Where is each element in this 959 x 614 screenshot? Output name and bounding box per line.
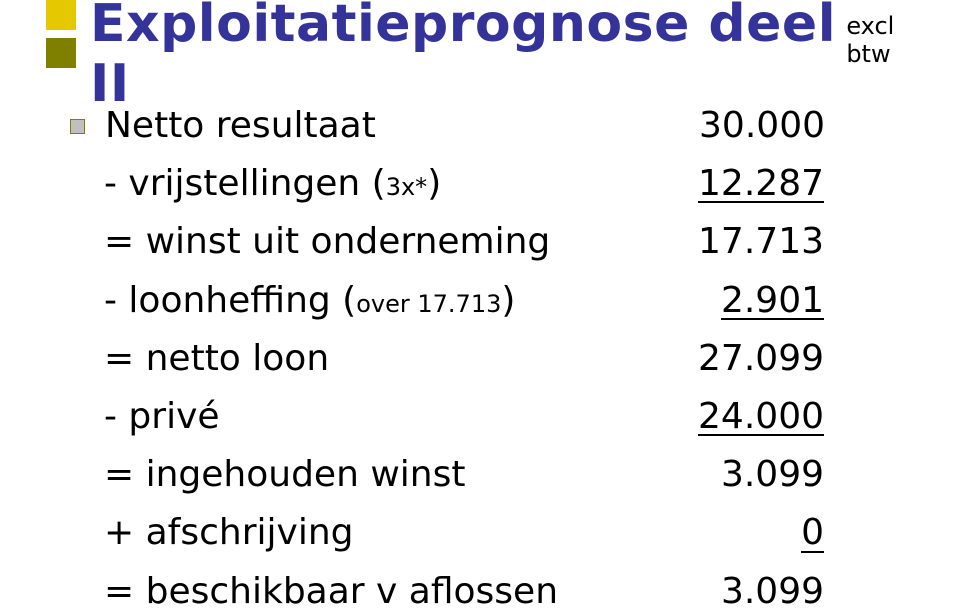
line-label: - privé: [104, 391, 220, 443]
square-bullet-icon: [70, 119, 85, 134]
accent-square-bottom: [46, 38, 76, 68]
slide-body: Netto resultaat30.000- vrijstellingen (3…: [70, 100, 899, 614]
value-text: 30.000: [699, 105, 825, 146]
list-row: = beschikbaar v aflossen 3.099: [70, 566, 899, 614]
line-label: = winst uit onderneming: [104, 216, 550, 268]
line-label: - loonheffing (over 17.713): [104, 275, 515, 327]
label-small: 3x*: [386, 173, 427, 201]
line: Netto resultaat 30.000: [105, 100, 825, 152]
label-pre: = ingehouden winst: [104, 454, 465, 495]
label-pre: - privé: [104, 396, 220, 437]
line: = winst uit onderneming 17.713: [104, 216, 824, 268]
value-text: 2.901: [721, 284, 824, 320]
line-value: 2.901: [684, 275, 824, 327]
accent-square-top: [46, 0, 76, 30]
line: = netto loon 27.099: [104, 333, 824, 385]
label-pre: = netto loon: [104, 338, 329, 379]
list-row: + afschrijving 0: [70, 507, 899, 559]
label-pre: = beschikbaar v aflossen: [104, 571, 558, 612]
list-row: - loonheffing (over 17.713) 2.901: [70, 275, 899, 327]
list-row: Netto resultaat 30.000: [70, 100, 899, 152]
value-text: 0: [801, 516, 824, 552]
value-text: 27.099: [698, 338, 824, 379]
line-label: = ingehouden winst: [104, 449, 465, 501]
label-pre: - vrijstellingen (: [104, 163, 386, 204]
label-small: over 17.713: [356, 290, 501, 318]
line-value: 30.000: [685, 100, 825, 152]
line-label: = beschikbaar v aflossen: [104, 566, 558, 614]
line-label: = netto loon: [104, 333, 329, 385]
value-text: 24.000: [698, 400, 824, 436]
label-pre: - loonheffing (: [104, 280, 356, 321]
line-label: + afschrijving: [104, 507, 354, 559]
line-value: 24.000: [684, 391, 824, 443]
line-label: Netto resultaat: [105, 100, 376, 152]
line-value: 27.099: [684, 333, 824, 385]
label-pre: = winst uit onderneming: [104, 221, 550, 262]
list-row: = winst uit onderneming 17.713: [70, 216, 899, 268]
slide-title: Exploitatieprognose deel II: [90, 0, 836, 114]
label-post: ): [501, 280, 515, 321]
slide-title-sub: excl btw: [846, 12, 939, 68]
line-value: 0: [684, 507, 824, 559]
list-row: = netto loon 27.099: [70, 333, 899, 385]
value-text: 12.287: [698, 167, 824, 203]
line-value: 17.713: [684, 216, 824, 268]
value-text: 3.099: [721, 454, 824, 495]
label-post: ): [427, 163, 441, 204]
line: - loonheffing (over 17.713) 2.901: [104, 275, 824, 327]
line: - privé 24.000: [104, 391, 824, 443]
list-row: - privé 24.000: [70, 391, 899, 443]
line-value: 3.099: [684, 449, 824, 501]
list-row: = ingehouden winst 3.099: [70, 449, 899, 501]
line: + afschrijving 0: [104, 507, 824, 559]
label-pre: Netto resultaat: [105, 105, 376, 146]
value-text: 17.713: [698, 221, 824, 262]
line-label: - vrijstellingen (3x*): [104, 158, 441, 210]
line: - vrijstellingen (3x*) 12.287: [104, 158, 824, 210]
line: = beschikbaar v aflossen 3.099: [104, 566, 824, 614]
line-value: 3.099: [684, 566, 824, 614]
line: = ingehouden winst 3.099: [104, 449, 824, 501]
label-pre: + afschrijving: [104, 512, 354, 553]
line-value: 12.287: [684, 158, 824, 210]
value-text: 3.099: [721, 571, 824, 612]
list-row: - vrijstellingen (3x*) 12.287: [70, 158, 899, 210]
